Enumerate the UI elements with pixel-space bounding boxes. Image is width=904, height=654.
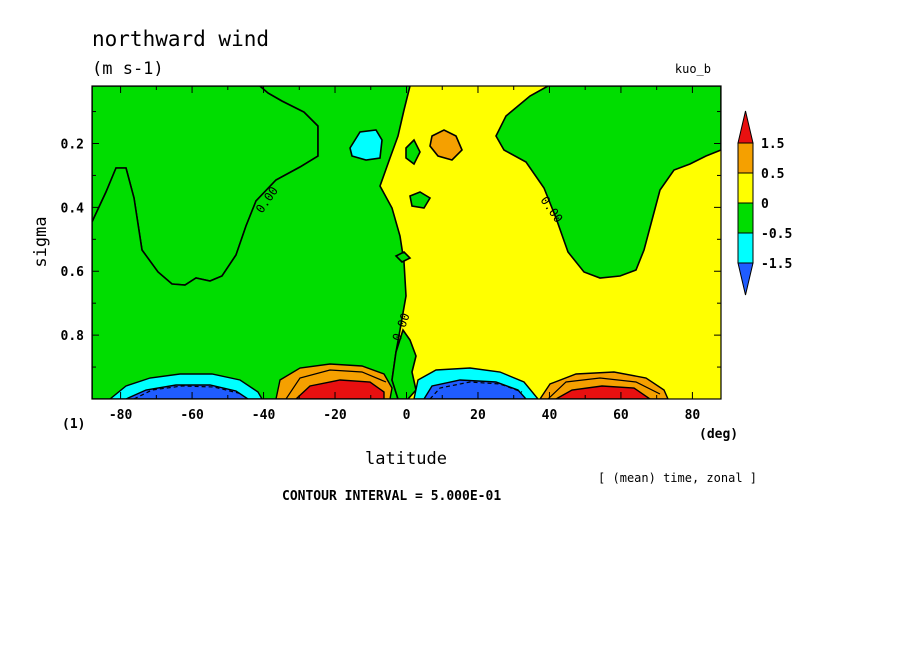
x-tick-label: 60: [613, 408, 629, 423]
colorbar-label: 1.5: [761, 137, 784, 152]
contour-solid-sh: [285, 369, 387, 399]
x-axis-label: latitude: [365, 449, 447, 469]
region-negative-equator: [391, 328, 417, 399]
colorbar-bottom-arrow: [737, 262, 754, 296]
colorbar-cell: [737, 172, 754, 204]
x-unit-label: (deg): [699, 427, 738, 442]
region-low-negative-nh-inner: [423, 379, 527, 399]
y-axis-label: sigma: [31, 216, 51, 267]
contour-dashed-nh: [429, 381, 523, 399]
x-tick-label: -20: [323, 408, 347, 423]
y-axis: 0.2 0.4 0.6 0.8: [61, 111, 721, 400]
colorbar-top-arrow: [737, 110, 754, 144]
x-tick-label: 0: [403, 408, 411, 423]
x-tick-label: -40: [252, 408, 276, 423]
units-label: (m s-1): [92, 59, 164, 79]
blob-orange: [429, 129, 463, 161]
colorbar-label: -1.5: [761, 257, 792, 272]
blob-cyan: [349, 129, 383, 161]
x-axis: -80 -60 -40 -20 0 20 40 60 80: [109, 86, 701, 423]
colorbar-label: -0.5: [761, 227, 792, 242]
region-negative-tropics: [92, 86, 411, 399]
x-tick-label: 80: [685, 408, 701, 423]
x-tick-label: -60: [180, 408, 204, 423]
y-tick-label: 0.6: [61, 265, 85, 280]
blob-green-3: [394, 251, 412, 263]
y-tick-label: 0.2: [61, 137, 84, 152]
region-low-positive-nh-inner: [554, 385, 652, 399]
colorbar-cell: [737, 202, 754, 234]
region-low-positive-sh-inner: [294, 379, 385, 399]
x-tick-label: -80: [109, 408, 133, 423]
x-tick-label: 20: [470, 408, 486, 423]
colorbar-label: 0: [761, 197, 769, 212]
contour-dashed-sh: [133, 385, 243, 399]
colorbar-cell: [737, 142, 754, 174]
subtitle-right: [ (mean) time, zonal ]: [598, 471, 757, 485]
colorbar: -1.5 -0.5 0 0.5 1.5: [737, 110, 792, 296]
panel-label: (1): [62, 417, 85, 432]
contour-solid-nh: [547, 377, 661, 399]
x-tick-label: 40: [542, 408, 558, 423]
colorbar-label: 0.5: [761, 167, 784, 182]
blob-green-1: [405, 138, 421, 166]
y-tick-label: 0.8: [61, 329, 85, 344]
colorbar-cell: [737, 232, 754, 264]
y-tick-label: 0.4: [61, 201, 85, 216]
contour-interval: CONTOUR INTERVAL = 5.000E-01: [282, 489, 501, 504]
blob-green-2: [409, 191, 432, 209]
chart-title: northward wind: [92, 27, 269, 51]
region-negative-east: [495, 86, 721, 279]
field-layer: 0.00 0.00 0.00: [92, 86, 721, 399]
run-label: kuo_b: [675, 62, 711, 76]
